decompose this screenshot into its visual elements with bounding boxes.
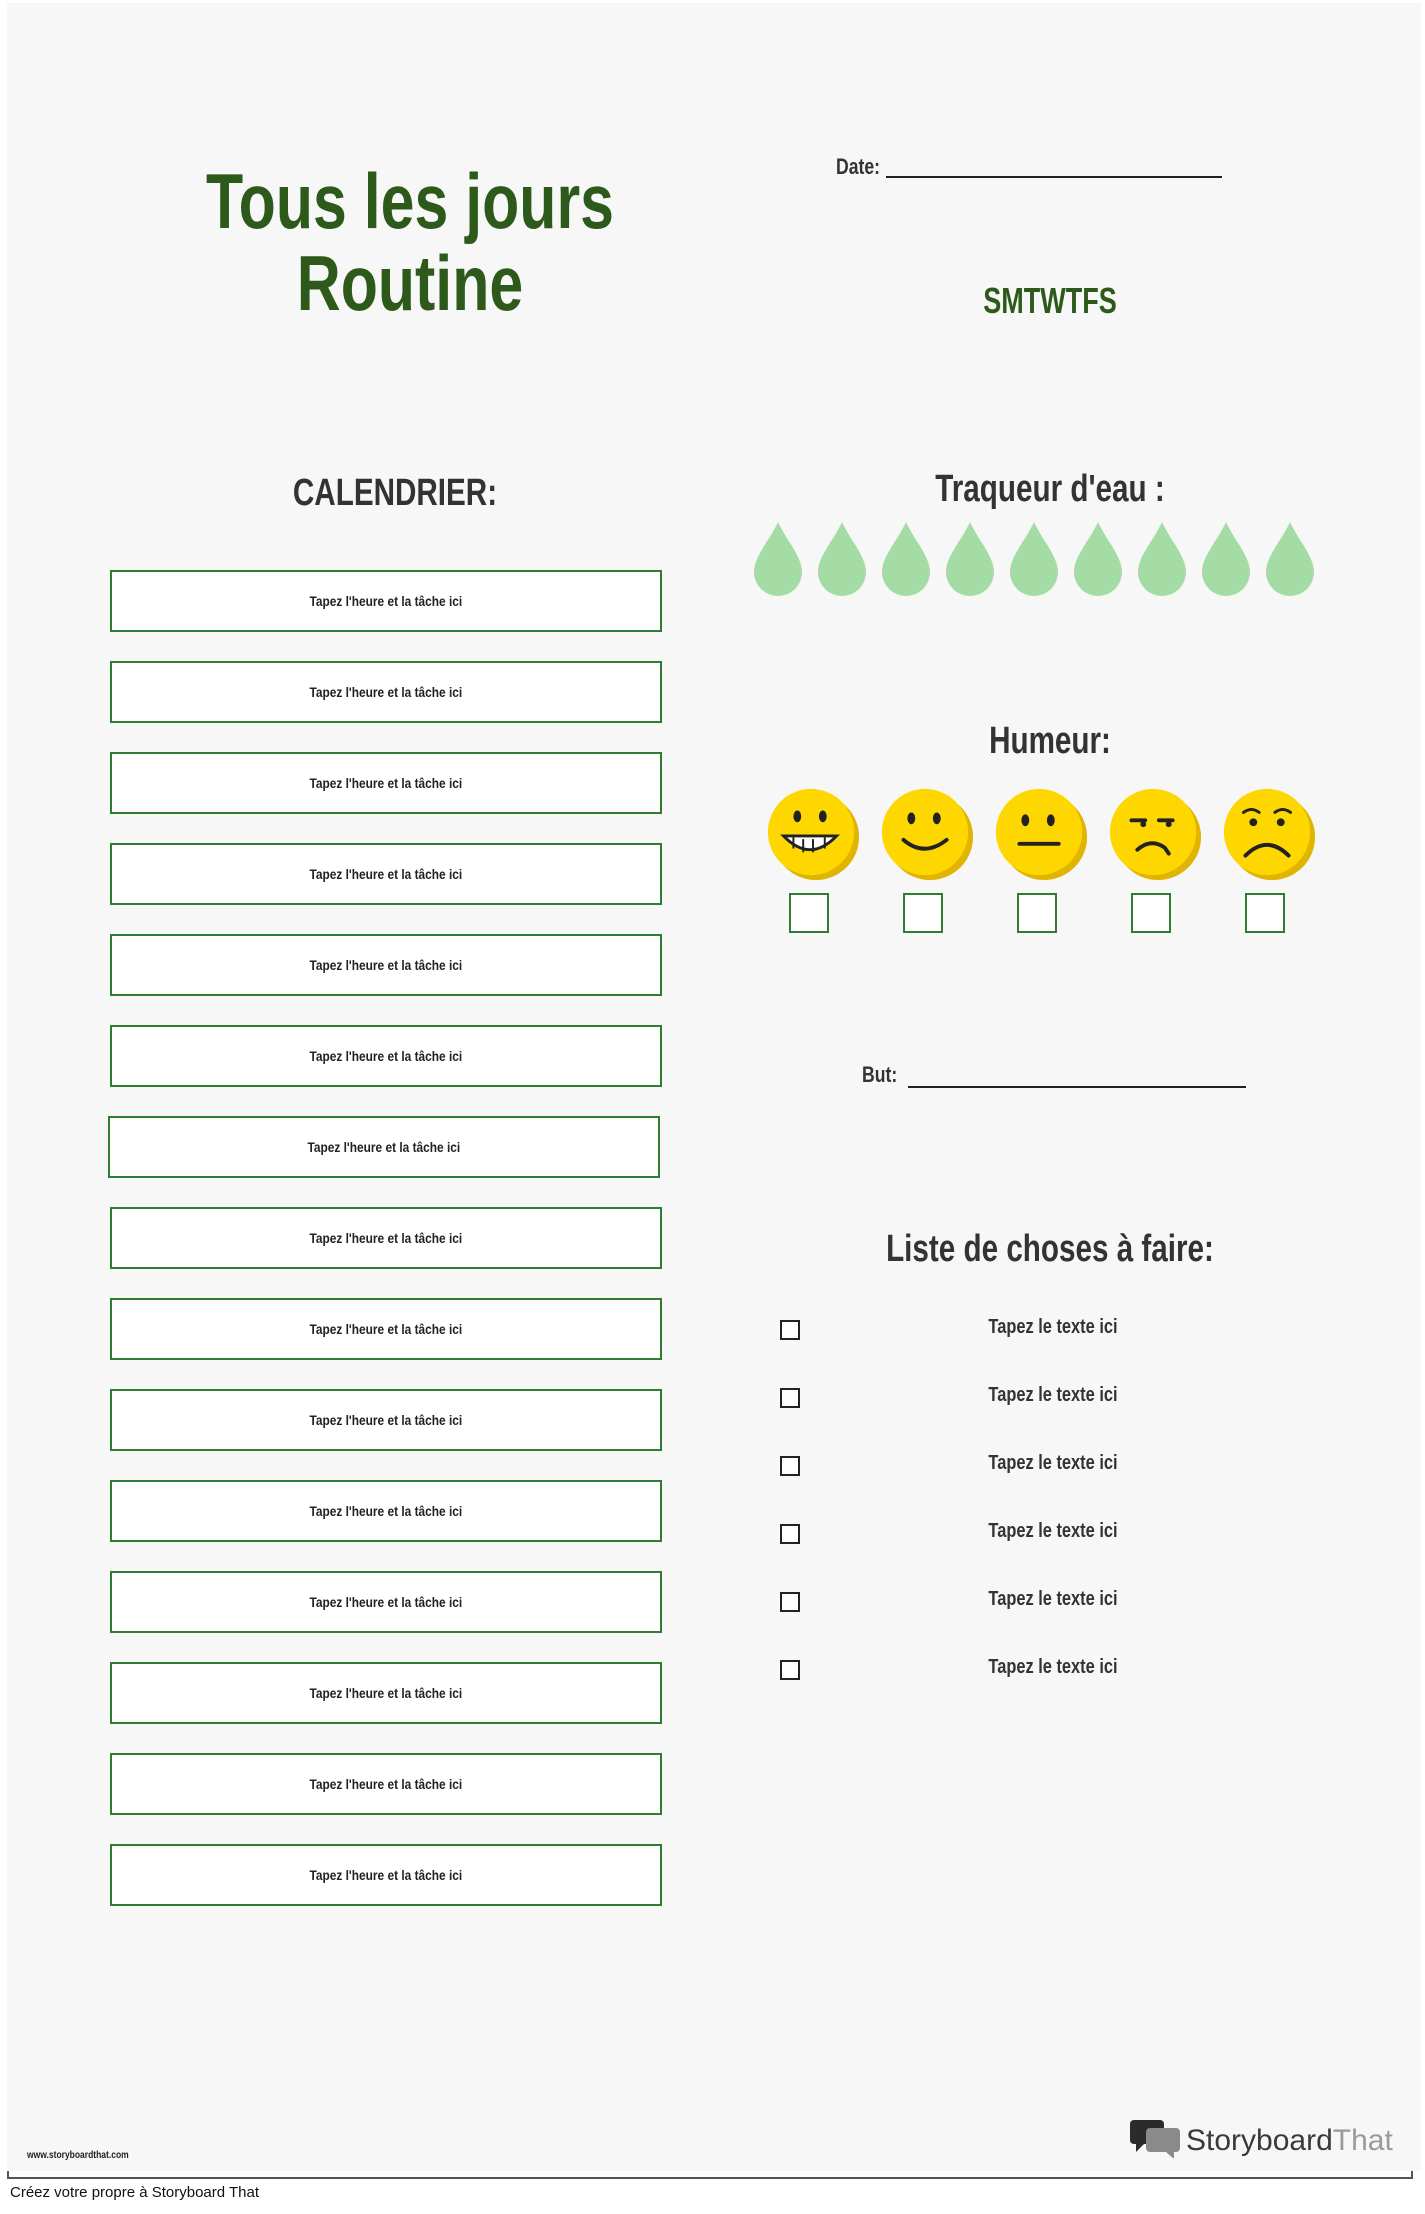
todo-checkbox[interactable]: [780, 1592, 800, 1612]
calendar-slot[interactable]: Tapez l'heure et la tâche ici: [110, 1662, 662, 1724]
title-line-1: Tous les jours: [206, 157, 614, 245]
todo-item: Tapez le texte ici: [778, 1654, 1218, 1684]
todo-item: Tapez le texte ici: [778, 1314, 1218, 1344]
todo-item-text[interactable]: Tapez le texte ici: [988, 1452, 1118, 1474]
calendar-slot-text: Tapez l'heure et la tâche ici: [309, 1048, 463, 1064]
create-your-own-link[interactable]: Créez votre propre à Storyboard That: [10, 2184, 260, 2201]
todo-checkbox[interactable]: [780, 1524, 800, 1544]
sad-face-icon[interactable]: [1220, 785, 1318, 883]
todo-item-text[interactable]: Tapez le texte ici: [988, 1384, 1118, 1406]
calendar-slot-text: Tapez l'heure et la tâche ici: [309, 1230, 463, 1246]
speech-bubble-icon: [1130, 2120, 1180, 2159]
brand-name-part2: That: [1332, 2124, 1393, 2157]
title-line-2: Routine: [296, 239, 524, 327]
todo-checkbox[interactable]: [780, 1456, 800, 1476]
goal-underline: [908, 1086, 1246, 1088]
calendar-slot[interactable]: Tapez l'heure et la tâche ici: [110, 1480, 662, 1542]
todo-checkbox[interactable]: [780, 1320, 800, 1340]
calendar-slot[interactable]: Tapez l'heure et la tâche ici: [110, 1753, 662, 1815]
water-drop-icon[interactable]: [1008, 520, 1060, 598]
frowning-face-icon[interactable]: [1106, 785, 1204, 883]
calendar-heading: CALENDRIER:: [292, 472, 498, 514]
calendar-slot-text: Tapez l'heure et la tâche ici: [309, 1685, 463, 1701]
mood-checkbox[interactable]: [1017, 893, 1057, 933]
calendar-slot[interactable]: Tapez l'heure et la tâche ici: [108, 1116, 660, 1178]
calendar-slot[interactable]: Tapez l'heure et la tâche ici: [110, 752, 662, 814]
calendar-slot-text: Tapez l'heure et la tâche ici: [309, 1503, 463, 1519]
water-drop-icon[interactable]: [752, 520, 804, 598]
water-drop-icon[interactable]: [1264, 520, 1316, 598]
calendar-slot-text: Tapez l'heure et la tâche ici: [309, 1321, 463, 1337]
calendar-slot[interactable]: Tapez l'heure et la tâche ici: [110, 1571, 662, 1633]
brand-name-part1: Storyboard: [1186, 2124, 1333, 2157]
water-tracker-heading: Traqueur d'eau :: [935, 468, 1165, 510]
goal-label: But:: [862, 1062, 898, 1087]
water-drop-icon[interactable]: [880, 520, 932, 598]
brand-name: StoryboardThat: [1186, 2124, 1393, 2158]
page-title: Tous les jours Routine: [184, 160, 636, 324]
calendar-slot-text: Tapez l'heure et la tâche ici: [309, 1594, 463, 1610]
mood-selector: [760, 785, 1340, 945]
todo-item: Tapez le texte ici: [778, 1450, 1218, 1480]
todo-item-text[interactable]: Tapez le texte ici: [988, 1316, 1118, 1338]
calendar-slot[interactable]: Tapez l'heure et la tâche ici: [110, 1207, 662, 1269]
todo-item-text[interactable]: Tapez le texte ici: [988, 1656, 1118, 1678]
calendar-slot[interactable]: Tapez l'heure et la tâche ici: [110, 1389, 662, 1451]
date-underline: [886, 176, 1222, 178]
calendar-slot-text: Tapez l'heure et la tâche ici: [309, 775, 463, 791]
neutral-face-icon[interactable]: [992, 785, 1090, 883]
calendar-slot[interactable]: Tapez l'heure et la tâche ici: [110, 1844, 662, 1906]
calendar-slot-text: Tapez l'heure et la tâche ici: [309, 866, 463, 882]
todo-heading: Liste de choses à faire:: [886, 1228, 1214, 1270]
calendar-slot[interactable]: Tapez l'heure et la tâche ici: [110, 934, 662, 996]
footer-url[interactable]: www.storyboardthat.com: [27, 2150, 129, 2161]
storyboardthat-logo[interactable]: StoryboardThat: [1130, 2118, 1400, 2162]
mood-checkbox[interactable]: [789, 893, 829, 933]
calendar-slot[interactable]: Tapez l'heure et la tâche ici: [110, 570, 662, 632]
todo-item: Tapez le texte ici: [778, 1382, 1218, 1412]
todo-item-text[interactable]: Tapez le texte ici: [988, 1520, 1118, 1542]
mood-checkbox[interactable]: [1131, 893, 1171, 933]
water-drops: [752, 520, 1332, 600]
calendar-slot[interactable]: Tapez l'heure et la tâche ici: [110, 1025, 662, 1087]
todo-checkbox[interactable]: [780, 1660, 800, 1680]
grinning-face-icon[interactable]: [764, 785, 862, 883]
date-label: Date:: [836, 154, 881, 179]
water-drop-icon[interactable]: [1136, 520, 1188, 598]
calendar-slot[interactable]: Tapez l'heure et la tâche ici: [110, 843, 662, 905]
calendar-slot[interactable]: Tapez l'heure et la tâche ici: [110, 661, 662, 723]
calendar-slot-text: Tapez l'heure et la tâche ici: [307, 1139, 461, 1155]
water-drop-icon[interactable]: [1200, 520, 1252, 598]
calendar-slot-text: Tapez l'heure et la tâche ici: [309, 957, 463, 973]
calendar-slot[interactable]: Tapez l'heure et la tâche ici: [110, 1298, 662, 1360]
mood-checkbox[interactable]: [1245, 893, 1285, 933]
mood-checkbox[interactable]: [903, 893, 943, 933]
water-drop-icon[interactable]: [944, 520, 996, 598]
calendar-slot-text: Tapez l'heure et la tâche ici: [309, 684, 463, 700]
todo-item-text[interactable]: Tapez le texte ici: [988, 1588, 1118, 1610]
mood-heading: Humeur:: [989, 720, 1111, 762]
calendar-slot-text: Tapez l'heure et la tâche ici: [309, 1867, 463, 1883]
calendar-slot-text: Tapez l'heure et la tâche ici: [309, 593, 463, 609]
water-drop-icon[interactable]: [1072, 520, 1124, 598]
todo-item: Tapez le texte ici: [778, 1586, 1218, 1616]
date-field[interactable]: Date:: [830, 150, 1260, 186]
calendar-slot-text: Tapez l'heure et la tâche ici: [309, 1412, 463, 1428]
smiling-face-icon[interactable]: [878, 785, 976, 883]
water-drop-icon[interactable]: [816, 520, 868, 598]
goal-field[interactable]: But:: [856, 1058, 1276, 1094]
todo-checkbox[interactable]: [780, 1388, 800, 1408]
bottom-frame: [7, 2171, 1413, 2179]
calendar-slot-text: Tapez l'heure et la tâche ici: [309, 1776, 463, 1792]
todo-item: Tapez le texte ici: [778, 1518, 1218, 1548]
weekday-letters[interactable]: SMTWTFS: [983, 280, 1117, 321]
